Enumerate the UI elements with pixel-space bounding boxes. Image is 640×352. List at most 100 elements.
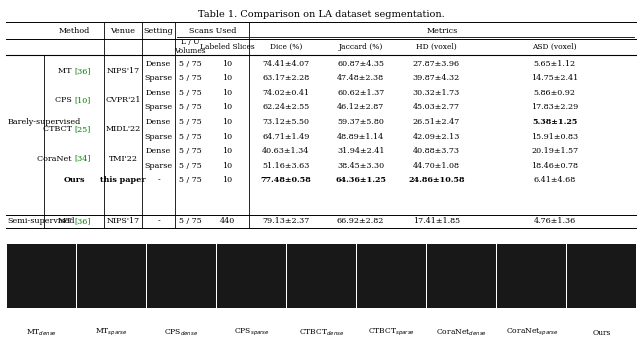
Text: Sparse: Sparse: [145, 103, 173, 112]
Text: 5 / 75: 5 / 75: [179, 217, 202, 225]
Text: 5 / 75: 5 / 75: [179, 103, 202, 112]
Text: 51.16±3.63: 51.16±3.63: [262, 162, 310, 170]
Text: 10: 10: [222, 60, 232, 68]
Text: 44.70±1.08: 44.70±1.08: [413, 162, 460, 170]
Text: 62.24±2.55: 62.24±2.55: [262, 103, 310, 112]
Text: 5.65±1.12: 5.65±1.12: [534, 60, 576, 68]
Text: 5 / 75: 5 / 75: [179, 74, 202, 82]
Bar: [217, 244, 286, 308]
Bar: [147, 244, 216, 308]
Text: 5.38±1.25: 5.38±1.25: [532, 118, 577, 126]
Text: 45.03±2.77: 45.03±2.77: [413, 103, 460, 112]
Text: 14.75±2.41: 14.75±2.41: [531, 74, 579, 82]
Bar: [7, 244, 76, 308]
Text: 10: 10: [222, 74, 232, 82]
Bar: [287, 244, 356, 308]
Text: MT: MT: [58, 217, 74, 225]
Text: CoraNet$_{sparse}$: CoraNet$_{sparse}$: [506, 327, 558, 338]
Text: 10: 10: [222, 147, 232, 155]
Text: -: -: [157, 217, 160, 225]
Text: MT$_{sparse}$: MT$_{sparse}$: [95, 327, 128, 338]
Text: CPS$_{dense}$: CPS$_{dense}$: [164, 327, 198, 338]
Text: this paper: this paper: [100, 176, 146, 184]
Text: 440: 440: [220, 217, 235, 225]
Bar: [357, 244, 426, 308]
Text: Semi-supervised: Semi-supervised: [8, 217, 75, 225]
Text: 10: 10: [222, 162, 232, 170]
Bar: [77, 244, 146, 308]
Text: Labeled Slices: Labeled Slices: [200, 43, 255, 51]
Text: [36]: [36]: [74, 67, 91, 75]
Text: Method: Method: [58, 27, 90, 36]
Bar: [217, 244, 286, 308]
Text: 42.09±2.13: 42.09±2.13: [413, 133, 460, 141]
Text: 26.51±2.47: 26.51±2.47: [413, 118, 460, 126]
Text: 66.92±2.82: 66.92±2.82: [337, 217, 385, 225]
Text: 5 / 75: 5 / 75: [179, 118, 202, 126]
Bar: [567, 244, 636, 308]
Text: 5 / 75: 5 / 75: [179, 60, 202, 68]
Text: Sparse: Sparse: [145, 162, 173, 170]
Text: MT$_{dense}$: MT$_{dense}$: [26, 327, 57, 338]
Text: L / U
Volumes: L / U Volumes: [174, 38, 206, 55]
Text: Setting: Setting: [144, 27, 173, 36]
Text: CTBCT: CTBCT: [43, 125, 74, 133]
Text: 47.48±2.38: 47.48±2.38: [337, 74, 384, 82]
Text: 74.41±4.07: 74.41±4.07: [262, 60, 310, 68]
Text: CPS$_{sparse}$: CPS$_{sparse}$: [234, 327, 269, 338]
Bar: [497, 244, 566, 308]
Text: 64.36±1.25: 64.36±1.25: [335, 176, 386, 184]
Text: 24.86±10.58: 24.86±10.58: [408, 176, 465, 184]
Text: 17.83±2.29: 17.83±2.29: [531, 103, 579, 112]
Text: Venue: Venue: [111, 27, 136, 36]
Bar: [357, 244, 426, 308]
Text: 60.62±1.37: 60.62±1.37: [337, 89, 384, 97]
Text: 5 / 75: 5 / 75: [179, 147, 202, 155]
Text: 5 / 75: 5 / 75: [179, 133, 202, 141]
Text: 10: 10: [222, 176, 232, 184]
Text: 31.94±2.41: 31.94±2.41: [337, 147, 385, 155]
Text: NIPS'17: NIPS'17: [106, 67, 140, 75]
Text: 63.17±2.28: 63.17±2.28: [262, 74, 310, 82]
Text: Metrics: Metrics: [427, 27, 458, 36]
Bar: [497, 244, 566, 308]
Text: 4.76±1.36: 4.76±1.36: [534, 217, 576, 225]
Text: 30.32±1.73: 30.32±1.73: [413, 89, 460, 97]
Text: 74.02±0.41: 74.02±0.41: [262, 89, 310, 97]
Text: 40.63±1.34: 40.63±1.34: [262, 147, 310, 155]
Text: CPS: CPS: [55, 96, 74, 104]
Bar: [427, 244, 497, 308]
Text: Dense: Dense: [146, 118, 172, 126]
Text: 5.86±0.92: 5.86±0.92: [534, 89, 576, 97]
Text: 59.37±5.80: 59.37±5.80: [337, 118, 384, 126]
Text: 40.88±3.73: 40.88±3.73: [413, 147, 460, 155]
Text: 18.46±0.78: 18.46±0.78: [531, 162, 579, 170]
Text: 10: 10: [222, 118, 232, 126]
Text: -: -: [157, 176, 160, 184]
Text: 6.41±4.68: 6.41±4.68: [534, 176, 576, 184]
Text: NIPS'17: NIPS'17: [106, 217, 140, 225]
Text: Scans Used: Scans Used: [189, 27, 236, 36]
Bar: [427, 244, 497, 308]
Text: Dense: Dense: [146, 89, 172, 97]
Bar: [147, 244, 216, 308]
Text: 10: 10: [222, 89, 232, 97]
Text: MIDL'22: MIDL'22: [106, 125, 141, 133]
Text: [36]: [36]: [74, 217, 91, 225]
Text: [25]: [25]: [74, 125, 90, 133]
Text: 5 / 75: 5 / 75: [179, 176, 202, 184]
Text: 46.12±2.87: 46.12±2.87: [337, 103, 384, 112]
Bar: [567, 244, 636, 308]
Text: [34]: [34]: [74, 155, 91, 163]
Text: 48.89±1.14: 48.89±1.14: [337, 133, 384, 141]
Text: CoraNet$_{dense}$: CoraNet$_{dense}$: [436, 327, 487, 338]
Text: 15.91±0.83: 15.91±0.83: [531, 133, 579, 141]
Text: CVPR'21: CVPR'21: [105, 96, 141, 104]
Text: Table 1. Comparison on LA dataset segmentation.: Table 1. Comparison on LA dataset segmen…: [198, 10, 445, 19]
Text: 10: 10: [222, 103, 232, 112]
Text: TMI'22: TMI'22: [109, 155, 138, 163]
Text: 17.41±1.85: 17.41±1.85: [413, 217, 460, 225]
Text: 73.12±5.50: 73.12±5.50: [262, 118, 310, 126]
Text: 27.87±3.96: 27.87±3.96: [413, 60, 460, 68]
Text: Barely-supervised: Barely-supervised: [8, 118, 81, 126]
